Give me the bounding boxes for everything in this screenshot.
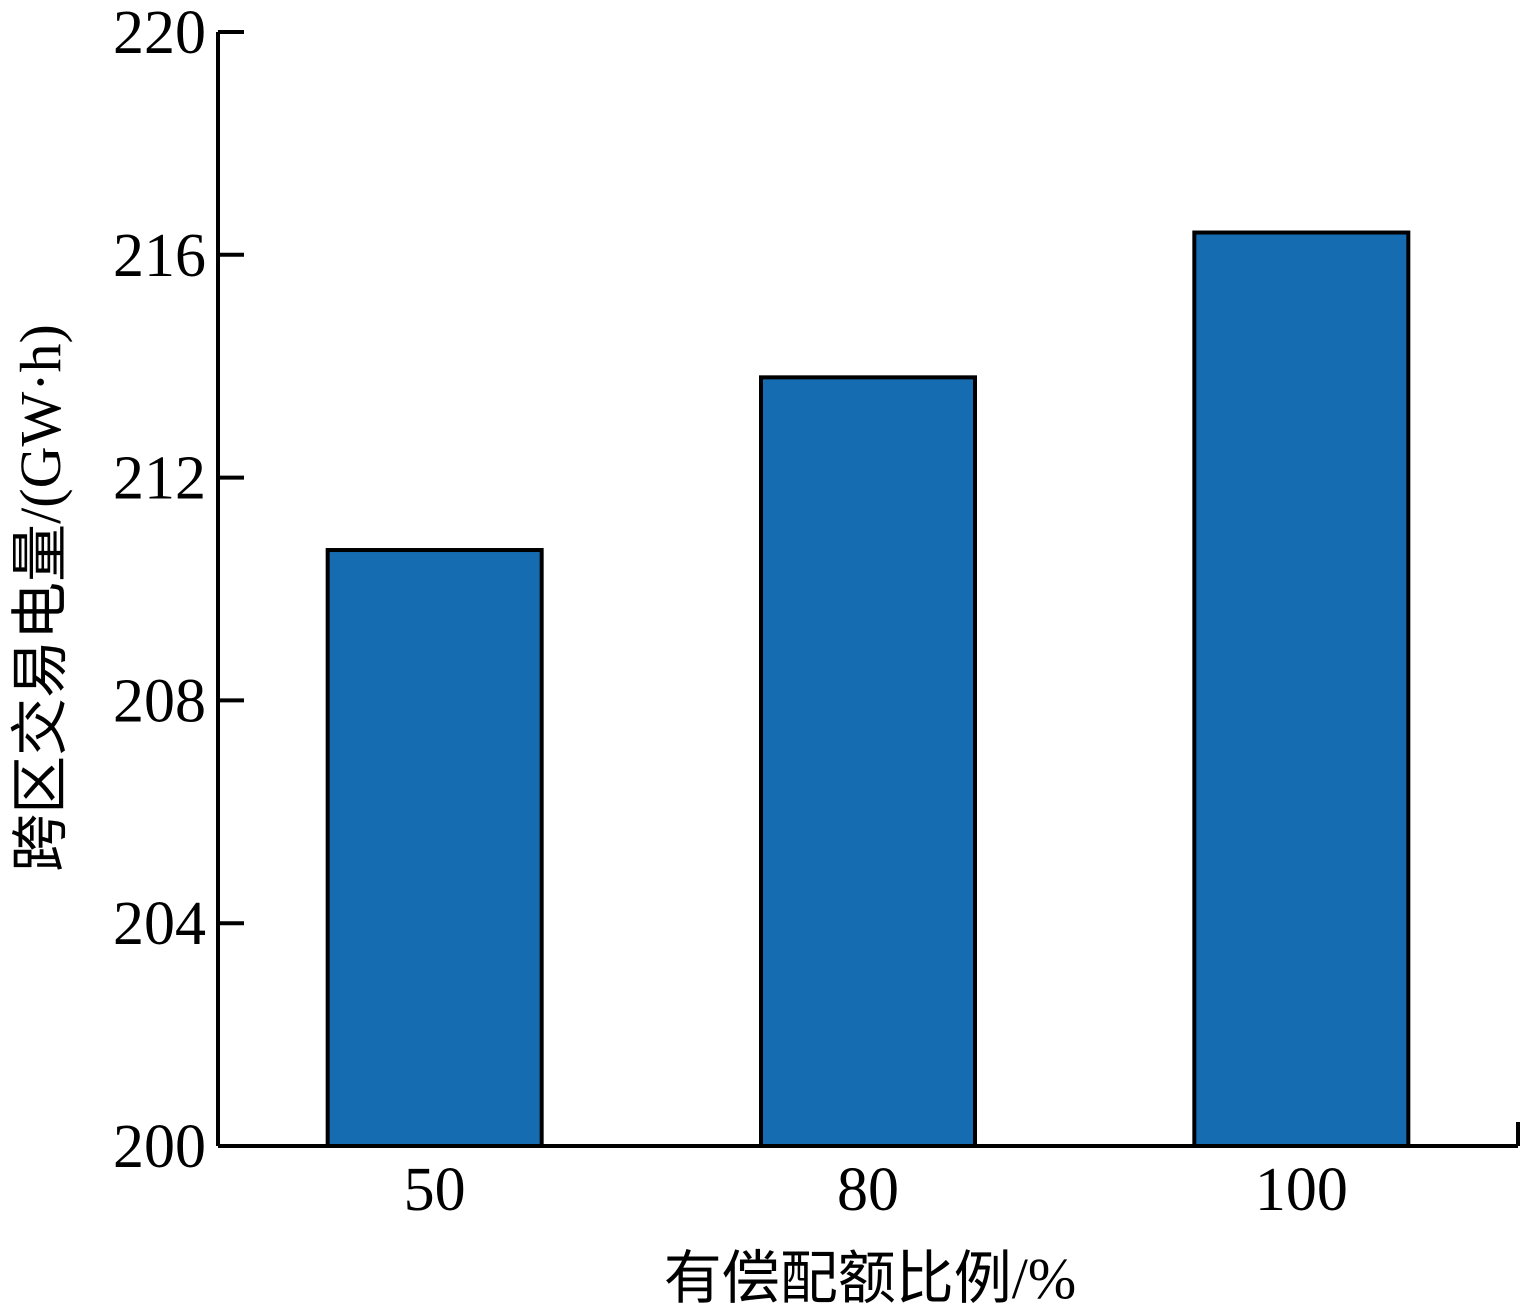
labels-group: 50 80 100 200 204 208 212 216 220 [113,0,1348,1224]
y-tick-label-212: 212 [113,445,206,513]
bar-80 [759,375,977,1148]
y-tick-label-200: 200 [113,1113,206,1181]
x-tick-label-80: 80 [837,1156,899,1224]
x-tick-label-50: 50 [404,1156,466,1224]
y-tick-label-204: 204 [113,890,206,958]
x-tick-label-100: 100 [1255,1156,1348,1224]
bars-group [325,230,1411,1148]
bar-100 [1192,230,1411,1148]
bar-50 [325,548,544,1148]
y-axis-title: 跨区交易电量/(GW·h) [8,324,73,872]
x-axis-title: 有偿配额比例/% [664,1246,1076,1311]
y-tick-label-208: 208 [113,667,206,735]
y-tick-label-220: 220 [113,0,206,67]
y-tick-label-216: 216 [113,222,206,290]
axes-group [216,30,1520,1148]
